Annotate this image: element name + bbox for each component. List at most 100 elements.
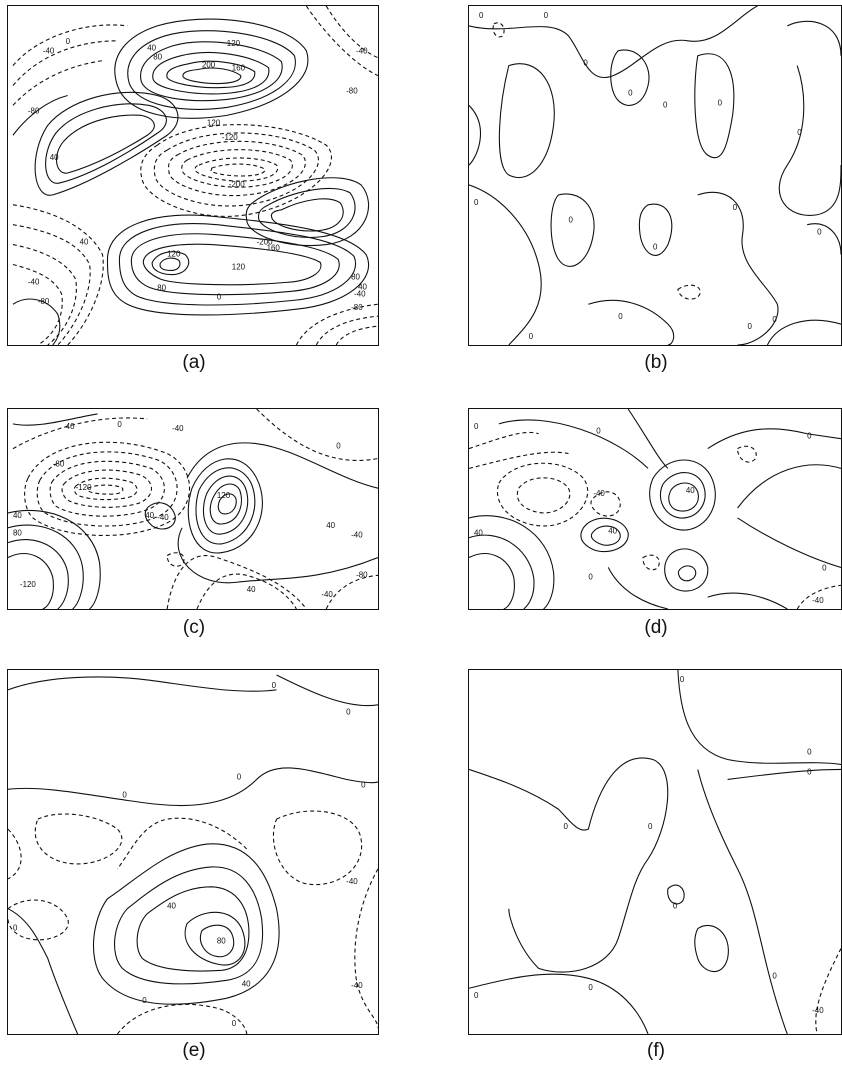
contour-label: 0 [680, 675, 685, 684]
contour-label: 0 [122, 790, 127, 799]
caption-e: (e) [182, 1040, 206, 1061]
contour-label: 0 [748, 322, 753, 331]
contour-panel-d: 0 0 0 -40 40 40 40 0 -40 0 [468, 408, 842, 610]
contour-label: 0 [807, 767, 812, 776]
contour-label: 0 [628, 88, 633, 97]
contour-label: 40 [247, 585, 256, 594]
contour-label: 0 [583, 59, 588, 68]
contour-label: 0 [596, 427, 601, 436]
contour-label: 80 [13, 529, 22, 538]
contour-label: 40 [608, 527, 617, 536]
contour-label: -40 [812, 596, 824, 605]
contour-label: -40 [346, 877, 358, 886]
caption-a: (a) [182, 352, 206, 373]
contour-label: -80 [28, 106, 40, 115]
contour-label: -40 [172, 424, 184, 433]
contour-label: 40 [147, 44, 156, 53]
contour-label: 40 [13, 511, 22, 520]
contour-label: -40 [812, 1006, 824, 1015]
contour-label: -40 [43, 47, 55, 56]
contour-label: 0 [588, 572, 593, 581]
caption-f: (f) [647, 1040, 665, 1061]
contour-label: 0 [718, 98, 723, 107]
contour-label: -80 [351, 303, 363, 312]
contour-label: 0 [66, 37, 71, 46]
contour-label: 40 [686, 486, 695, 495]
contour-label: 40 [167, 902, 176, 911]
contour-label: -120 [20, 580, 36, 589]
contour-panel-e: 0 0 0 0 0 0 -40 40 80 40 0 0 -40 [7, 669, 379, 1035]
contour-label: 160 [267, 244, 281, 253]
contour-label: 80 [157, 283, 166, 292]
contour-label: 80 [351, 272, 360, 281]
contour-label: 0 [772, 971, 777, 980]
contour-label: 40 [66, 422, 75, 431]
contour-label: 0 [807, 748, 812, 757]
contour-label: 160 [232, 64, 246, 73]
contour-label: -40 [157, 513, 169, 522]
caption-b: (b) [644, 352, 668, 373]
contour-label: 40 [242, 979, 251, 988]
contour-label: -80 [346, 86, 358, 95]
contour-label: 0 [217, 292, 222, 301]
contour-label: 0 [474, 422, 479, 431]
contour-label: -40 [354, 289, 366, 298]
contour-label: 0 [772, 315, 777, 324]
contour-label: -120 [222, 133, 238, 142]
contour-label: 0 [563, 822, 568, 831]
contour-label: 0 [544, 11, 549, 20]
contour-label: 0 [817, 228, 822, 237]
caption-d: (d) [644, 617, 668, 638]
contour-label: 0 [346, 708, 351, 717]
contour-label: 80 [217, 936, 226, 945]
contour-label: 120 [227, 39, 241, 48]
contour-label: -80 [53, 459, 65, 468]
contour-label: 0 [618, 312, 623, 321]
contour-label: -120 [76, 483, 92, 492]
contour-label: 40 [358, 282, 367, 291]
contour-label: 200 [202, 61, 216, 70]
contour-label: 0 [673, 902, 678, 911]
contour-label: 0 [142, 996, 147, 1005]
contour-label: 80 [153, 53, 162, 62]
contour-label: 0 [797, 128, 802, 137]
contour-label: -40 [356, 47, 368, 56]
contour-label: 120 [232, 262, 246, 271]
contour-label: 0 [648, 822, 653, 831]
contour-label: 0 [361, 780, 366, 789]
contour-label: 0 [117, 420, 122, 429]
contour-label: 0 [822, 563, 827, 572]
contour-label: 0 [653, 243, 658, 252]
contour-label: 0 [479, 11, 484, 20]
contour-label: 120 [167, 250, 181, 259]
contour-panel-b: 0 0 0 0 0 0 0 0 0 0 0 0 0 0 0 0 [468, 5, 842, 346]
contour-label: 40 [145, 511, 154, 520]
contour-label: -80 [356, 570, 368, 579]
contour-label: 120 [207, 118, 221, 127]
contour-label: 40 [474, 529, 483, 538]
contour-label: 0 [474, 991, 479, 1000]
contour-label: 0 [272, 681, 277, 690]
contour-panel-c: 40 0 -40 -80 -120 -40 40 80 -120 40 120 0 40 40 -4… [7, 408, 379, 610]
contour-label: 0 [336, 442, 341, 451]
contour-label: -40 [351, 981, 363, 990]
contour-label: 0 [13, 924, 18, 933]
contour-label: 0 [474, 198, 479, 207]
contour-panel-f: 0 0 0 0 0 0 0 0 0 -40 [468, 669, 842, 1035]
contour-label: 40 [326, 521, 335, 530]
contour-label: -40 [321, 590, 333, 599]
contour-label: -40 [351, 531, 363, 540]
contour-label: 0 [568, 216, 573, 225]
contour-label: 0 [237, 772, 242, 781]
contour-label: -40 [593, 489, 605, 498]
contour-label: 0 [232, 1019, 237, 1028]
contour-label: 0 [663, 100, 668, 109]
contour-label: 120 [217, 491, 231, 500]
contour-panel-a: -40 0 40 80 120 160 200 -80 -120 -200 40 120 -40… [7, 5, 379, 346]
contour-label: 40 [80, 238, 89, 247]
contour-label: -200 [229, 180, 245, 189]
contour-label: -200 [257, 238, 273, 247]
contour-label: -80 [38, 297, 50, 306]
contour-label: 40 [50, 153, 59, 162]
contour-label: 0 [588, 983, 593, 992]
